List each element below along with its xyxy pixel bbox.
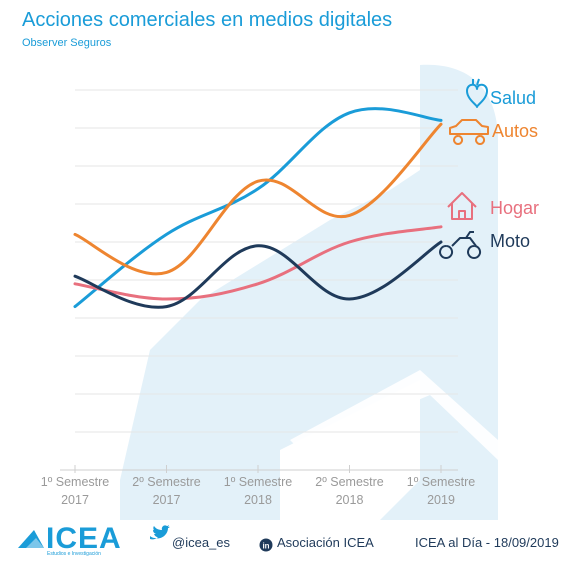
motorcycle-icon xyxy=(439,231,482,259)
legend-label-moto: Moto xyxy=(490,231,530,251)
x-tick-label-line1: 1º Semestre xyxy=(41,475,110,489)
watermark-shape xyxy=(120,64,498,521)
legend-label-hogar: Hogar xyxy=(490,198,539,218)
linkedin-icon[interactable]: in xyxy=(259,538,273,552)
legend-item-moto xyxy=(439,231,482,259)
x-tick-label: 1º Semestre 2018 xyxy=(224,475,293,507)
linkedin-link[interactable]: Asociación ICEA xyxy=(277,535,374,550)
icea-logo-text: ICEA xyxy=(46,522,122,555)
data-point-salud xyxy=(166,233,167,235)
data-point-moto xyxy=(257,245,259,247)
footer-date: ICEA al Día - 18/09/2019 xyxy=(415,535,559,550)
twitter-handle[interactable]: @icea_es xyxy=(172,535,231,550)
data-point-hogar xyxy=(166,298,167,300)
data-point-hogar xyxy=(74,283,76,285)
heart-icon xyxy=(466,78,488,108)
x-tick-label: 2º Semestre 2018 xyxy=(315,475,384,507)
x-tick-label-line1: 1º Semestre xyxy=(224,475,293,489)
data-point-autos xyxy=(257,180,259,182)
x-tick-label-line2: 2019 xyxy=(427,493,455,507)
x-tick-label: 2º Semestre 2017 xyxy=(132,475,201,507)
x-tick-label-line1: 2º Semestre xyxy=(315,475,384,489)
legend-item-hogar xyxy=(447,192,477,220)
data-point-autos xyxy=(440,123,442,125)
legend-item-salud xyxy=(466,78,488,108)
data-point-moto xyxy=(166,306,167,308)
data-point-autos xyxy=(349,214,350,216)
legend-item-autos xyxy=(449,119,489,145)
x-tick-label-line1: 2º Semestre xyxy=(132,475,201,489)
watermark-logo xyxy=(120,64,498,521)
data-point-salud xyxy=(349,112,350,114)
legend-label-salud: Salud xyxy=(490,88,536,108)
data-point-hogar xyxy=(257,283,259,285)
data-point-salud xyxy=(440,119,442,121)
x-tick-label-line2: 2017 xyxy=(61,493,89,507)
icea-logo-tagline: Estudios e Investigación xyxy=(47,551,101,557)
data-point-autos xyxy=(166,271,167,273)
x-tick-label: 1º Semestre 2019 xyxy=(407,475,476,507)
x-tick-label-line1: 1º Semestre xyxy=(407,475,476,489)
x-tick-label-line2: 2018 xyxy=(336,493,364,507)
data-point-hogar xyxy=(440,226,442,228)
data-point-autos xyxy=(74,233,76,235)
x-tick-label-line2: 2017 xyxy=(153,493,181,507)
house-icon xyxy=(447,192,477,220)
chart-subtitle: Observer Seguros xyxy=(22,37,112,49)
chart-title: Acciones comerciales en medios digitales xyxy=(22,9,393,31)
svg-text:in: in xyxy=(262,542,269,551)
data-point-moto xyxy=(349,298,350,300)
data-point-salud xyxy=(257,188,259,190)
data-point-hogar xyxy=(349,241,350,243)
car-icon xyxy=(449,119,489,145)
watermark-cut xyxy=(290,370,498,460)
x-tick-label-line2: 2018 xyxy=(244,493,272,507)
icea-logo-icon xyxy=(18,530,44,548)
data-point-moto xyxy=(74,275,76,277)
data-point-moto xyxy=(440,241,442,243)
twitter-icon[interactable] xyxy=(150,525,170,540)
legend-label-autos: Autos xyxy=(492,121,538,141)
data-point-salud xyxy=(74,306,76,308)
x-tick-label: 1º Semestre 2017 xyxy=(41,475,110,507)
